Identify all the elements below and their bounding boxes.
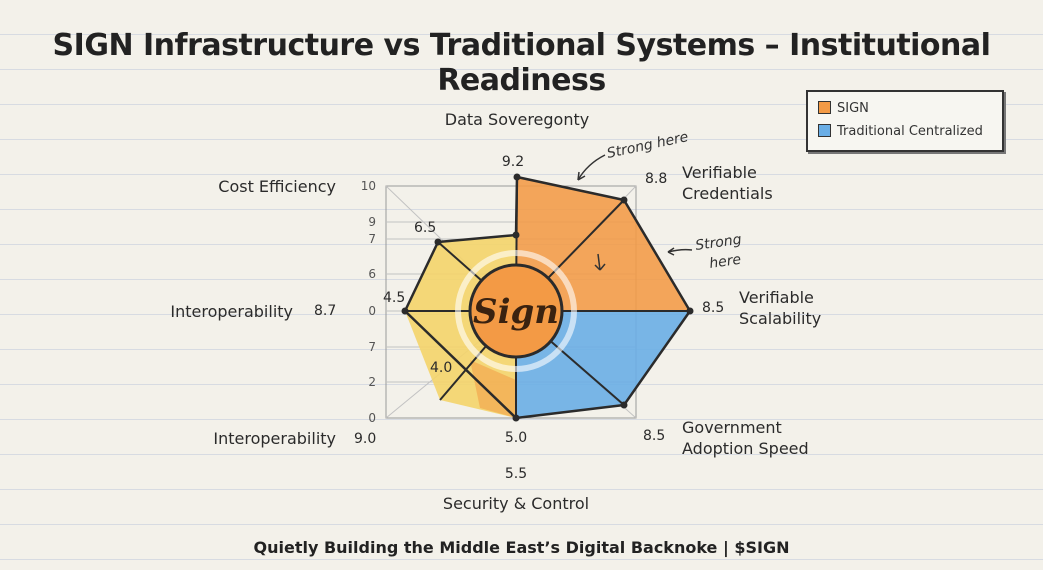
value-security: 5.0	[505, 430, 527, 446]
sign-area-lower-left	[470, 360, 516, 418]
value-scalability: 8.5	[702, 300, 724, 316]
scale-tick-label: 6	[368, 267, 376, 281]
sign-logo-text: Sign	[473, 292, 559, 332]
scale-tick-label: 9	[368, 215, 376, 229]
axis-label-adoption-line2: Adoption Speed	[682, 439, 809, 458]
annotation-strong-here-2b: here	[708, 252, 742, 272]
annotation-arrow-1	[577, 154, 606, 181]
axis-label-credentials-1: Verifiable Credentials	[682, 163, 773, 203]
axis-label-scalability: Verifiable	[739, 288, 814, 307]
axis-label-scalability-1: Verifiable Scalability	[739, 288, 821, 328]
axis-label-credentials-line2: Credentials	[682, 184, 773, 203]
point-credentials	[620, 196, 628, 204]
axis-label-interop: Interoperability	[170, 302, 293, 321]
scale-tick-label: 10	[361, 179, 376, 193]
value-interop-lower: 9.0	[354, 431, 376, 447]
scale-tick-label: 0	[368, 304, 376, 318]
point-cost	[434, 238, 442, 246]
legend-label-sign: SIGN	[837, 101, 869, 116]
axis-label-interop-lower: Interoperability	[213, 429, 336, 448]
scale-tick-label: 2	[368, 375, 376, 389]
axis-label-scalability-line2: Scalability	[739, 309, 821, 328]
chart-title: SIGN Infrastructure vs Traditional Syste…	[52, 28, 991, 98]
axis-label-cost: Cost Efficiency	[218, 177, 336, 196]
value-cost: 6.5	[414, 220, 436, 236]
value-credentials: 8.8	[645, 171, 667, 187]
scale-tick-label: 0	[368, 411, 376, 425]
legend-swatch-sign	[818, 101, 831, 114]
value-interop: 8.7	[314, 303, 336, 319]
annotation-arrow-down	[594, 253, 606, 271]
annotation-strong-here-1: Strong here	[606, 129, 690, 162]
value-adoption: 8.5	[643, 428, 665, 444]
axis-label-adoption: Government	[682, 418, 782, 437]
traditional-area-lower	[516, 311, 690, 418]
value-security-2: 5.5	[505, 466, 527, 482]
legend-swatch-traditional	[818, 124, 831, 137]
sign-area-upper	[516, 177, 690, 311]
annotation-strong-here-2a: Strong	[694, 232, 742, 254]
axis-label-security: Security & Control	[443, 494, 589, 513]
legend-item-traditional: Traditional Centralized	[818, 124, 983, 139]
scale-tick-label: 7	[368, 340, 376, 354]
point-data-sovereignty	[513, 173, 521, 181]
value-interop-lower-2: 4.0	[430, 360, 452, 376]
scale-tick-label: 7	[368, 232, 376, 246]
value-data-sovereignty: 9.2	[502, 154, 524, 170]
point-inner	[512, 231, 520, 239]
axis-label-adoption-1: Government Adoption Speed	[682, 418, 809, 458]
value-interop-2: 4.5	[383, 290, 405, 306]
point-interop	[401, 307, 409, 315]
footer-caption: Quietly Building the Middle East’s Digit…	[253, 538, 790, 557]
axis-label-data-sovereignty: Data Soveregonty	[445, 110, 589, 129]
sign-logo-circle	[468, 263, 564, 359]
point-adoption	[620, 401, 628, 409]
point-security	[512, 414, 520, 422]
legend: SIGN Traditional Centralized	[806, 90, 1004, 152]
point-scalability	[686, 307, 694, 315]
legend-label-traditional: Traditional Centralized	[837, 124, 983, 139]
axis-label-credentials: Verifiable	[682, 163, 757, 182]
legend-item-sign: SIGN	[818, 101, 869, 116]
